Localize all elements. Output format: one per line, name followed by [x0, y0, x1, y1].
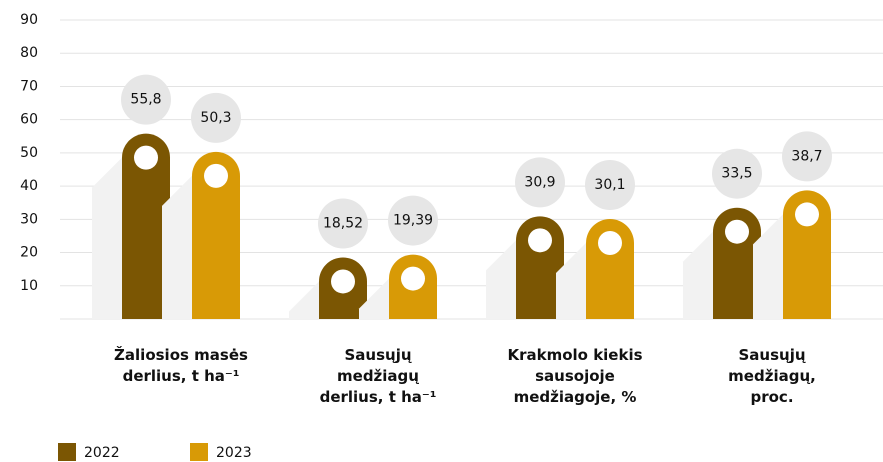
value-label: 30,1	[594, 177, 625, 193]
y-tick-label: 90	[20, 12, 38, 28]
value-label: 55,8	[130, 92, 161, 108]
bar	[192, 151, 240, 319]
y-tick-label: 30	[20, 211, 38, 227]
y-tick-label: 80	[20, 45, 38, 61]
bar-shadow	[92, 157, 122, 319]
value-label: 38,7	[791, 148, 822, 164]
value-bubble	[782, 131, 832, 182]
y-tick-label: 40	[20, 178, 38, 194]
legend-label: 2022	[84, 445, 120, 461]
value-label: 18,52	[323, 215, 363, 231]
value-bubble	[121, 74, 171, 125]
bar-shadow	[486, 240, 516, 319]
bar	[516, 216, 564, 319]
y-tick-label: 20	[20, 245, 38, 261]
bar-dot	[204, 163, 228, 188]
bar-dot	[528, 228, 552, 253]
value-bubble	[712, 148, 762, 199]
bar	[122, 133, 170, 319]
bar-dot	[725, 219, 749, 244]
value-bubble	[585, 160, 635, 211]
legend-label: 2023	[216, 445, 252, 461]
bar-dot	[331, 269, 355, 294]
x-tick-label: Krakmolo kiekis sausojoje medžiagoje, %	[507, 346, 642, 406]
x-tick-label: Sausųjų medžiagų, proc.	[728, 346, 816, 406]
value-bubble	[191, 92, 241, 143]
value-label: 33,5	[721, 166, 752, 182]
bar-shadow	[289, 281, 319, 319]
value-label: 50,3	[200, 110, 231, 126]
bar-dot	[795, 202, 819, 227]
x-tick-label: Žaliosios masės derlius, t ha⁻¹	[114, 345, 248, 385]
value-bubble	[388, 195, 438, 246]
y-tick-label: 60	[20, 112, 38, 128]
value-label: 19,39	[393, 213, 433, 229]
y-tick-label: 70	[20, 78, 38, 94]
value-bubble	[318, 198, 368, 249]
bar-dot	[401, 266, 425, 291]
legend-swatch	[190, 443, 208, 461]
value-label: 30,9	[524, 174, 555, 190]
legend-swatch	[58, 443, 76, 461]
bar-shadow	[359, 278, 389, 319]
bar-dot	[134, 145, 158, 170]
bar-dot	[598, 231, 622, 256]
value-bubble	[515, 157, 565, 208]
bar-shadow	[556, 243, 586, 319]
bar	[586, 219, 634, 319]
x-tick-label: Sausųjų medžiagų derlius, t ha⁻¹	[320, 346, 437, 406]
bar	[783, 190, 831, 319]
y-tick-label: 50	[20, 145, 38, 161]
y-tick-label: 10	[20, 278, 38, 294]
bar	[713, 207, 761, 319]
bar-shadow	[162, 175, 192, 319]
bar-shadow	[753, 214, 783, 319]
bar-shadow	[683, 231, 713, 319]
